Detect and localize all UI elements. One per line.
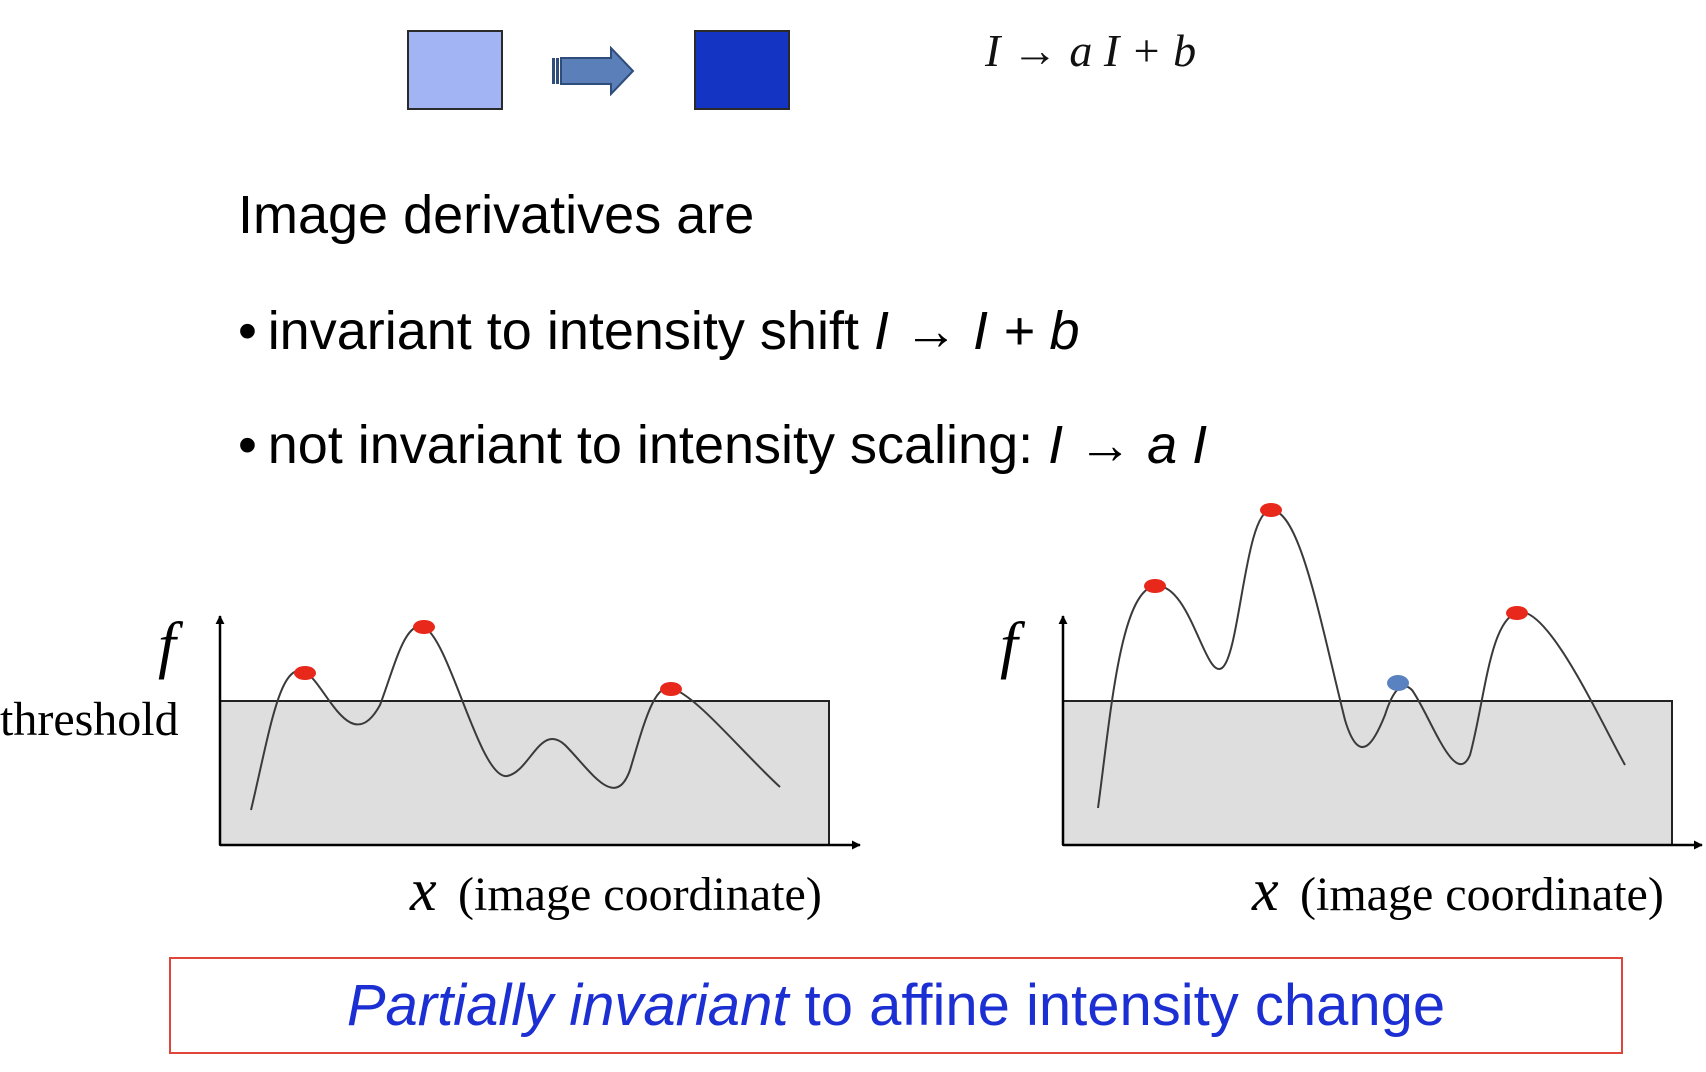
peak-marker xyxy=(413,620,435,634)
conclusion-rest: to affine intensity change xyxy=(804,973,1446,1038)
conclusion-text: Partially invariant to affine intensity … xyxy=(171,959,1621,1052)
graph-after-scaling: f x (image coordinate) xyxy=(1000,503,1703,923)
response-curve xyxy=(1097,508,1626,809)
threshold-region xyxy=(219,700,830,846)
bullet-scaling-formula: I → a I xyxy=(1048,415,1208,475)
bullet-shift-formula: I → I + b xyxy=(873,301,1080,361)
y-axis-label: f xyxy=(1000,609,1026,680)
bullet-shift: • invariant to intensity shift I → I + b xyxy=(238,300,1080,362)
x-axis-variable: x xyxy=(409,857,437,923)
bullet-scaling-text: not invariant to intensity scaling: xyxy=(267,415,1049,475)
heading-text: Image derivatives are xyxy=(238,185,755,245)
peak-marker xyxy=(1260,503,1282,517)
bullet-scaling: • not invariant to intensity scaling: I →… xyxy=(238,414,1207,476)
response-curve xyxy=(250,625,781,811)
right-arrow-icon xyxy=(552,46,635,96)
conclusion-box: Partially invariant to affine intensity … xyxy=(169,957,1623,1054)
new-peak-marker xyxy=(1387,675,1409,691)
threshold-label: threshold xyxy=(0,693,179,746)
transformed-intensity-swatch xyxy=(694,30,790,110)
peak-marker xyxy=(294,666,316,680)
x-axis-label: (image coordinate) xyxy=(458,868,822,921)
conclusion-emphasis: Partially invariant xyxy=(346,973,789,1038)
peak-marker xyxy=(1144,579,1166,593)
bullet-icon: • xyxy=(238,301,257,361)
graph-before-scaling: f threshold x (image coordinate) xyxy=(0,609,861,923)
affine-formula: I → a I + b xyxy=(985,25,1197,76)
y-axis-label: f xyxy=(158,609,184,680)
peak-marker xyxy=(660,682,682,696)
x-axis-variable: x xyxy=(1251,857,1279,923)
bullet-icon: • xyxy=(238,415,257,475)
threshold-region xyxy=(1062,700,1673,846)
x-axis-label: (image coordinate) xyxy=(1300,868,1664,921)
peak-marker xyxy=(1506,606,1528,620)
original-intensity-swatch xyxy=(407,30,503,110)
bullet-shift-text: invariant to intensity shift xyxy=(267,301,874,361)
